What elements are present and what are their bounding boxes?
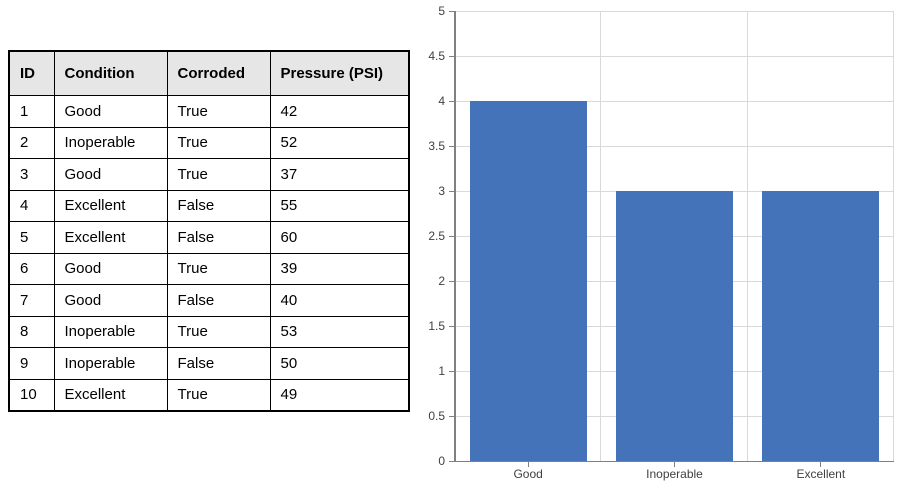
table-cell: 40: [269, 284, 410, 317]
table-cell: 52: [269, 126, 410, 159]
x-axis-tick: [820, 462, 822, 467]
x-axis-line: [454, 460, 894, 462]
table-cell: 7: [8, 284, 55, 317]
table-cell: Good: [53, 252, 168, 285]
table-cell: 50: [269, 347, 410, 380]
vertical-gridline: [600, 11, 601, 461]
y-axis-tick-label: 4.5: [428, 49, 445, 63]
y-axis-tick: [449, 190, 455, 192]
table-row: 8 Inoperable True 53: [8, 315, 410, 348]
x-axis-category-label: Good: [513, 467, 543, 481]
table-cell: Good: [53, 95, 168, 128]
table-row: 9 Inoperable False 50: [8, 347, 410, 380]
table-cell: True: [166, 315, 271, 348]
table-row: 6 Good True 39: [8, 252, 410, 285]
bar-good: [470, 101, 587, 461]
table-body: 1 Good True 42 2 Inoperable True 52 3 Good True 37 4…: [8, 95, 410, 412]
y-axis-tick: [449, 55, 455, 57]
y-axis-tick: [449, 10, 455, 12]
horizontal-gridline: [455, 145, 894, 147]
y-axis-tick-label: 1.5: [428, 319, 445, 333]
table-row: 10 Excellent True 49: [8, 378, 410, 412]
table-cell: 53: [269, 315, 410, 348]
table-cell: 3: [8, 158, 55, 191]
table-cell: 60: [269, 221, 410, 254]
table-cell: 2: [8, 126, 55, 159]
table-cell: Excellent: [53, 378, 168, 412]
table-cell: False: [166, 221, 271, 254]
y-axis-tick-label: 3: [438, 184, 445, 198]
table-row: 5 Excellent False 60: [8, 221, 410, 254]
table-cell: 6: [8, 252, 55, 285]
x-axis-category-label: Excellent: [796, 467, 846, 481]
table-cell: 37: [269, 158, 410, 191]
table-header: ID Condition Corroded Pressure (PSI): [8, 50, 410, 96]
bar-inoperable: [616, 191, 733, 461]
y-axis-tick-label: 3.5: [428, 139, 445, 153]
y-axis-tick-label: 1: [438, 364, 445, 378]
y-axis-tick-label: 5: [438, 4, 445, 18]
y-axis-tick: [449, 370, 455, 372]
table-cell: True: [166, 378, 271, 412]
table-cell: Excellent: [53, 189, 168, 222]
vertical-gridline: [747, 11, 748, 461]
horizontal-gridline: [455, 100, 894, 102]
y-axis-line: [454, 11, 456, 462]
y-axis-tick: [449, 100, 455, 102]
y-axis-tick: [449, 145, 455, 147]
table-cell: False: [166, 347, 271, 380]
table-cell: 39: [269, 252, 410, 285]
y-axis-tick-label: 2.5: [428, 229, 445, 243]
table-cell: Good: [53, 158, 168, 191]
y-axis-tick: [449, 460, 455, 462]
y-axis-tick: [449, 415, 455, 417]
table-cell: Good: [53, 284, 168, 317]
bar-excellent: [762, 191, 879, 461]
y-axis-tick-label: 0: [438, 454, 445, 468]
table-cell: 42: [269, 95, 410, 128]
y-axis-tick: [449, 235, 455, 237]
table-row: 7 Good False 40: [8, 284, 410, 317]
table-cell: 49: [269, 378, 410, 412]
vertical-gridline: [893, 11, 894, 461]
table-row: 3 Good True 37: [8, 158, 410, 191]
column-header: Pressure (PSI): [269, 50, 410, 96]
x-axis-tick: [674, 462, 675, 467]
table-cell: 5: [8, 221, 55, 254]
x-axis-category-label: Inoperable: [646, 467, 703, 481]
y-axis-tick-label: 0.5: [428, 409, 445, 423]
table-cell: True: [166, 158, 271, 191]
table-cell: False: [166, 284, 271, 317]
table-header-row: ID Condition Corroded Pressure (PSI): [8, 50, 410, 96]
y-axis-tick-label: 2: [438, 274, 445, 288]
horizontal-gridline: [455, 55, 894, 57]
horizontal-gridline: [455, 10, 894, 12]
table-cell: True: [166, 95, 271, 128]
y-axis-tick: [449, 325, 455, 327]
y-axis-tick: [449, 280, 455, 282]
table-cell: Inoperable: [53, 347, 168, 380]
table-cell: 8: [8, 315, 55, 348]
y-axis-tick-label: 4: [438, 94, 445, 108]
table-cell: True: [166, 252, 271, 285]
table-cell: Inoperable: [53, 315, 168, 348]
column-header: ID: [8, 50, 55, 96]
pipe-inspection-table: ID Condition Corroded Pressure (PSI) 1 Good T…: [8, 50, 410, 412]
x-axis-tick: [527, 462, 529, 467]
table-cell: True: [166, 126, 271, 159]
table-row: 1 Good True 42: [8, 95, 410, 128]
table-cell: 4: [8, 189, 55, 222]
